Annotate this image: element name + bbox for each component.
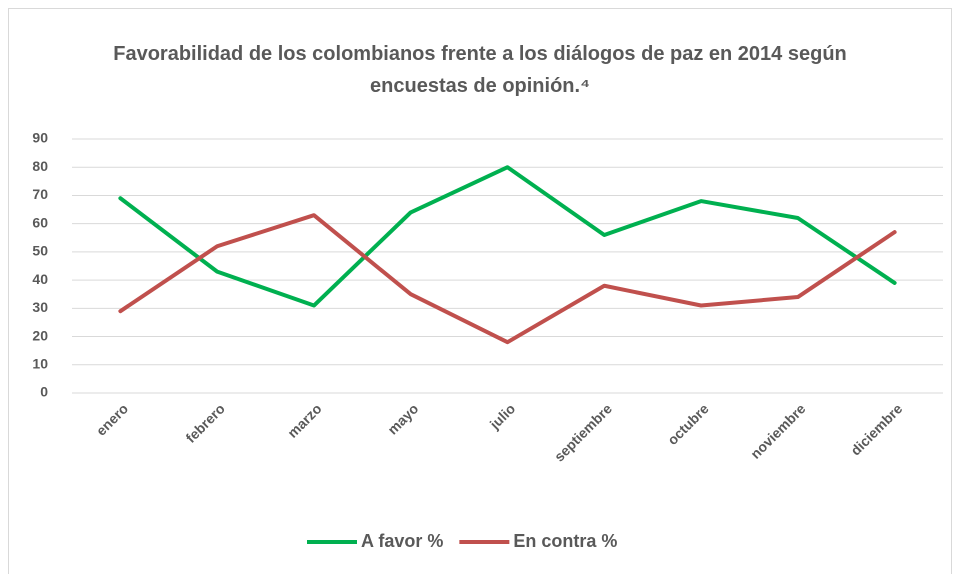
y-tick-label: 80 — [32, 158, 48, 174]
chart-border — [8, 8, 952, 574]
x-tick-label: mayo — [384, 400, 421, 437]
x-tick-label: marzo — [284, 400, 324, 440]
y-tick-label: 70 — [32, 186, 48, 202]
y-tick-label: 50 — [32, 243, 48, 259]
x-tick-label: febrero — [182, 400, 227, 445]
y-tick-label: 40 — [32, 271, 48, 287]
y-tick-label: 20 — [32, 327, 48, 343]
y-tick-label: 30 — [32, 299, 48, 315]
x-tick-label: octubre — [664, 400, 712, 448]
series-line — [118, 213, 897, 345]
y-tick-label: 10 — [32, 355, 48, 371]
y-tick-label: 0 — [40, 384, 48, 400]
legend-label: A favor % — [361, 531, 443, 551]
y-tick-label: 60 — [32, 214, 48, 230]
series-line — [118, 165, 897, 308]
x-tick-label: septiembre — [551, 400, 615, 464]
x-tick-label: noviembre — [747, 400, 809, 462]
y-tick-label: 90 — [32, 130, 48, 146]
legend-label: En contra % — [513, 531, 617, 551]
x-tick-label: diciembre — [847, 400, 905, 458]
x-tick-label: julio — [486, 400, 518, 432]
chart-title: Favorabilidad de los colombianos frente … — [113, 43, 847, 97]
x-tick-label: enero — [93, 400, 131, 438]
